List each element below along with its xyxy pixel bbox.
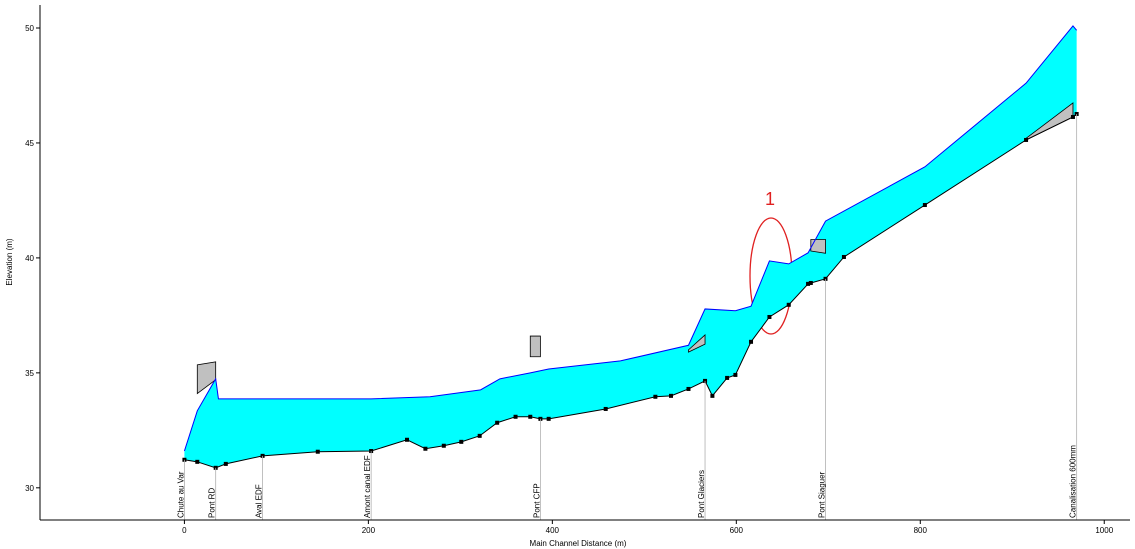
ground-point — [423, 446, 428, 451]
ground-point — [733, 372, 738, 377]
x-axis-label: Main Channel Distance (m) — [530, 539, 627, 548]
bridge-deck — [196, 361, 217, 395]
ground-line — [184, 113, 1077, 469]
station-label: Canalisation 600mm — [1069, 445, 1078, 518]
water-surface-line — [183, 25, 1078, 452]
ground-point — [808, 280, 813, 285]
ground-point — [806, 281, 811, 286]
x-tick-label: 1000 — [1095, 526, 1113, 535]
ground-point — [441, 443, 446, 448]
bridge-deck — [529, 335, 541, 358]
y-tick-label: 45 — [25, 139, 34, 148]
x-tick-label: 800 — [914, 526, 928, 535]
x-tick-label: 400 — [546, 526, 560, 535]
bridge-deck — [810, 239, 826, 254]
ground-point — [653, 394, 658, 399]
ground-point — [725, 375, 730, 380]
station-label: Pont Glaciers — [697, 470, 706, 518]
ground-point — [603, 406, 608, 411]
ground-point — [710, 393, 715, 398]
annotation: 1 — [765, 189, 775, 209]
ground-point — [841, 254, 846, 259]
station-label: Pont Siaguer — [818, 471, 827, 518]
water-fill — [184, 25, 1077, 468]
station-label: Aval EDF — [255, 484, 264, 518]
ground-point — [767, 314, 772, 319]
ground-point — [546, 416, 551, 421]
ground-point — [786, 302, 791, 307]
y-axis-label: Elevation (m) — [5, 238, 14, 285]
station-label: Pont CFP — [532, 483, 541, 518]
y-tick-label: 40 — [25, 254, 34, 263]
x-tick-label: 600 — [730, 526, 744, 535]
y-tick-label: 35 — [25, 369, 34, 378]
ground-point — [528, 414, 533, 419]
station-label: Chute au Var — [176, 471, 185, 518]
ground-point — [513, 414, 518, 419]
ground-point — [1070, 114, 1075, 119]
y-tick-label: 30 — [25, 484, 34, 493]
ground-point — [922, 203, 927, 208]
ground-point — [686, 386, 691, 391]
ground-point — [749, 339, 754, 344]
ground-point — [477, 433, 482, 438]
ground-point — [1024, 137, 1029, 142]
ground-point — [315, 449, 320, 454]
ground-point — [223, 461, 228, 466]
station-label: Pont RD — [208, 488, 217, 518]
x-tick-label: 0 — [182, 526, 187, 535]
x-tick-label: 200 — [362, 526, 376, 535]
y-tick-label: 50 — [25, 24, 34, 33]
ground-point — [459, 439, 464, 444]
ground-point — [669, 393, 674, 398]
ground-point — [405, 437, 410, 442]
bridge-deck — [688, 334, 706, 353]
station-label: Amont canal EDF — [363, 455, 372, 518]
ground-point — [495, 420, 500, 425]
ground-point — [195, 459, 200, 464]
